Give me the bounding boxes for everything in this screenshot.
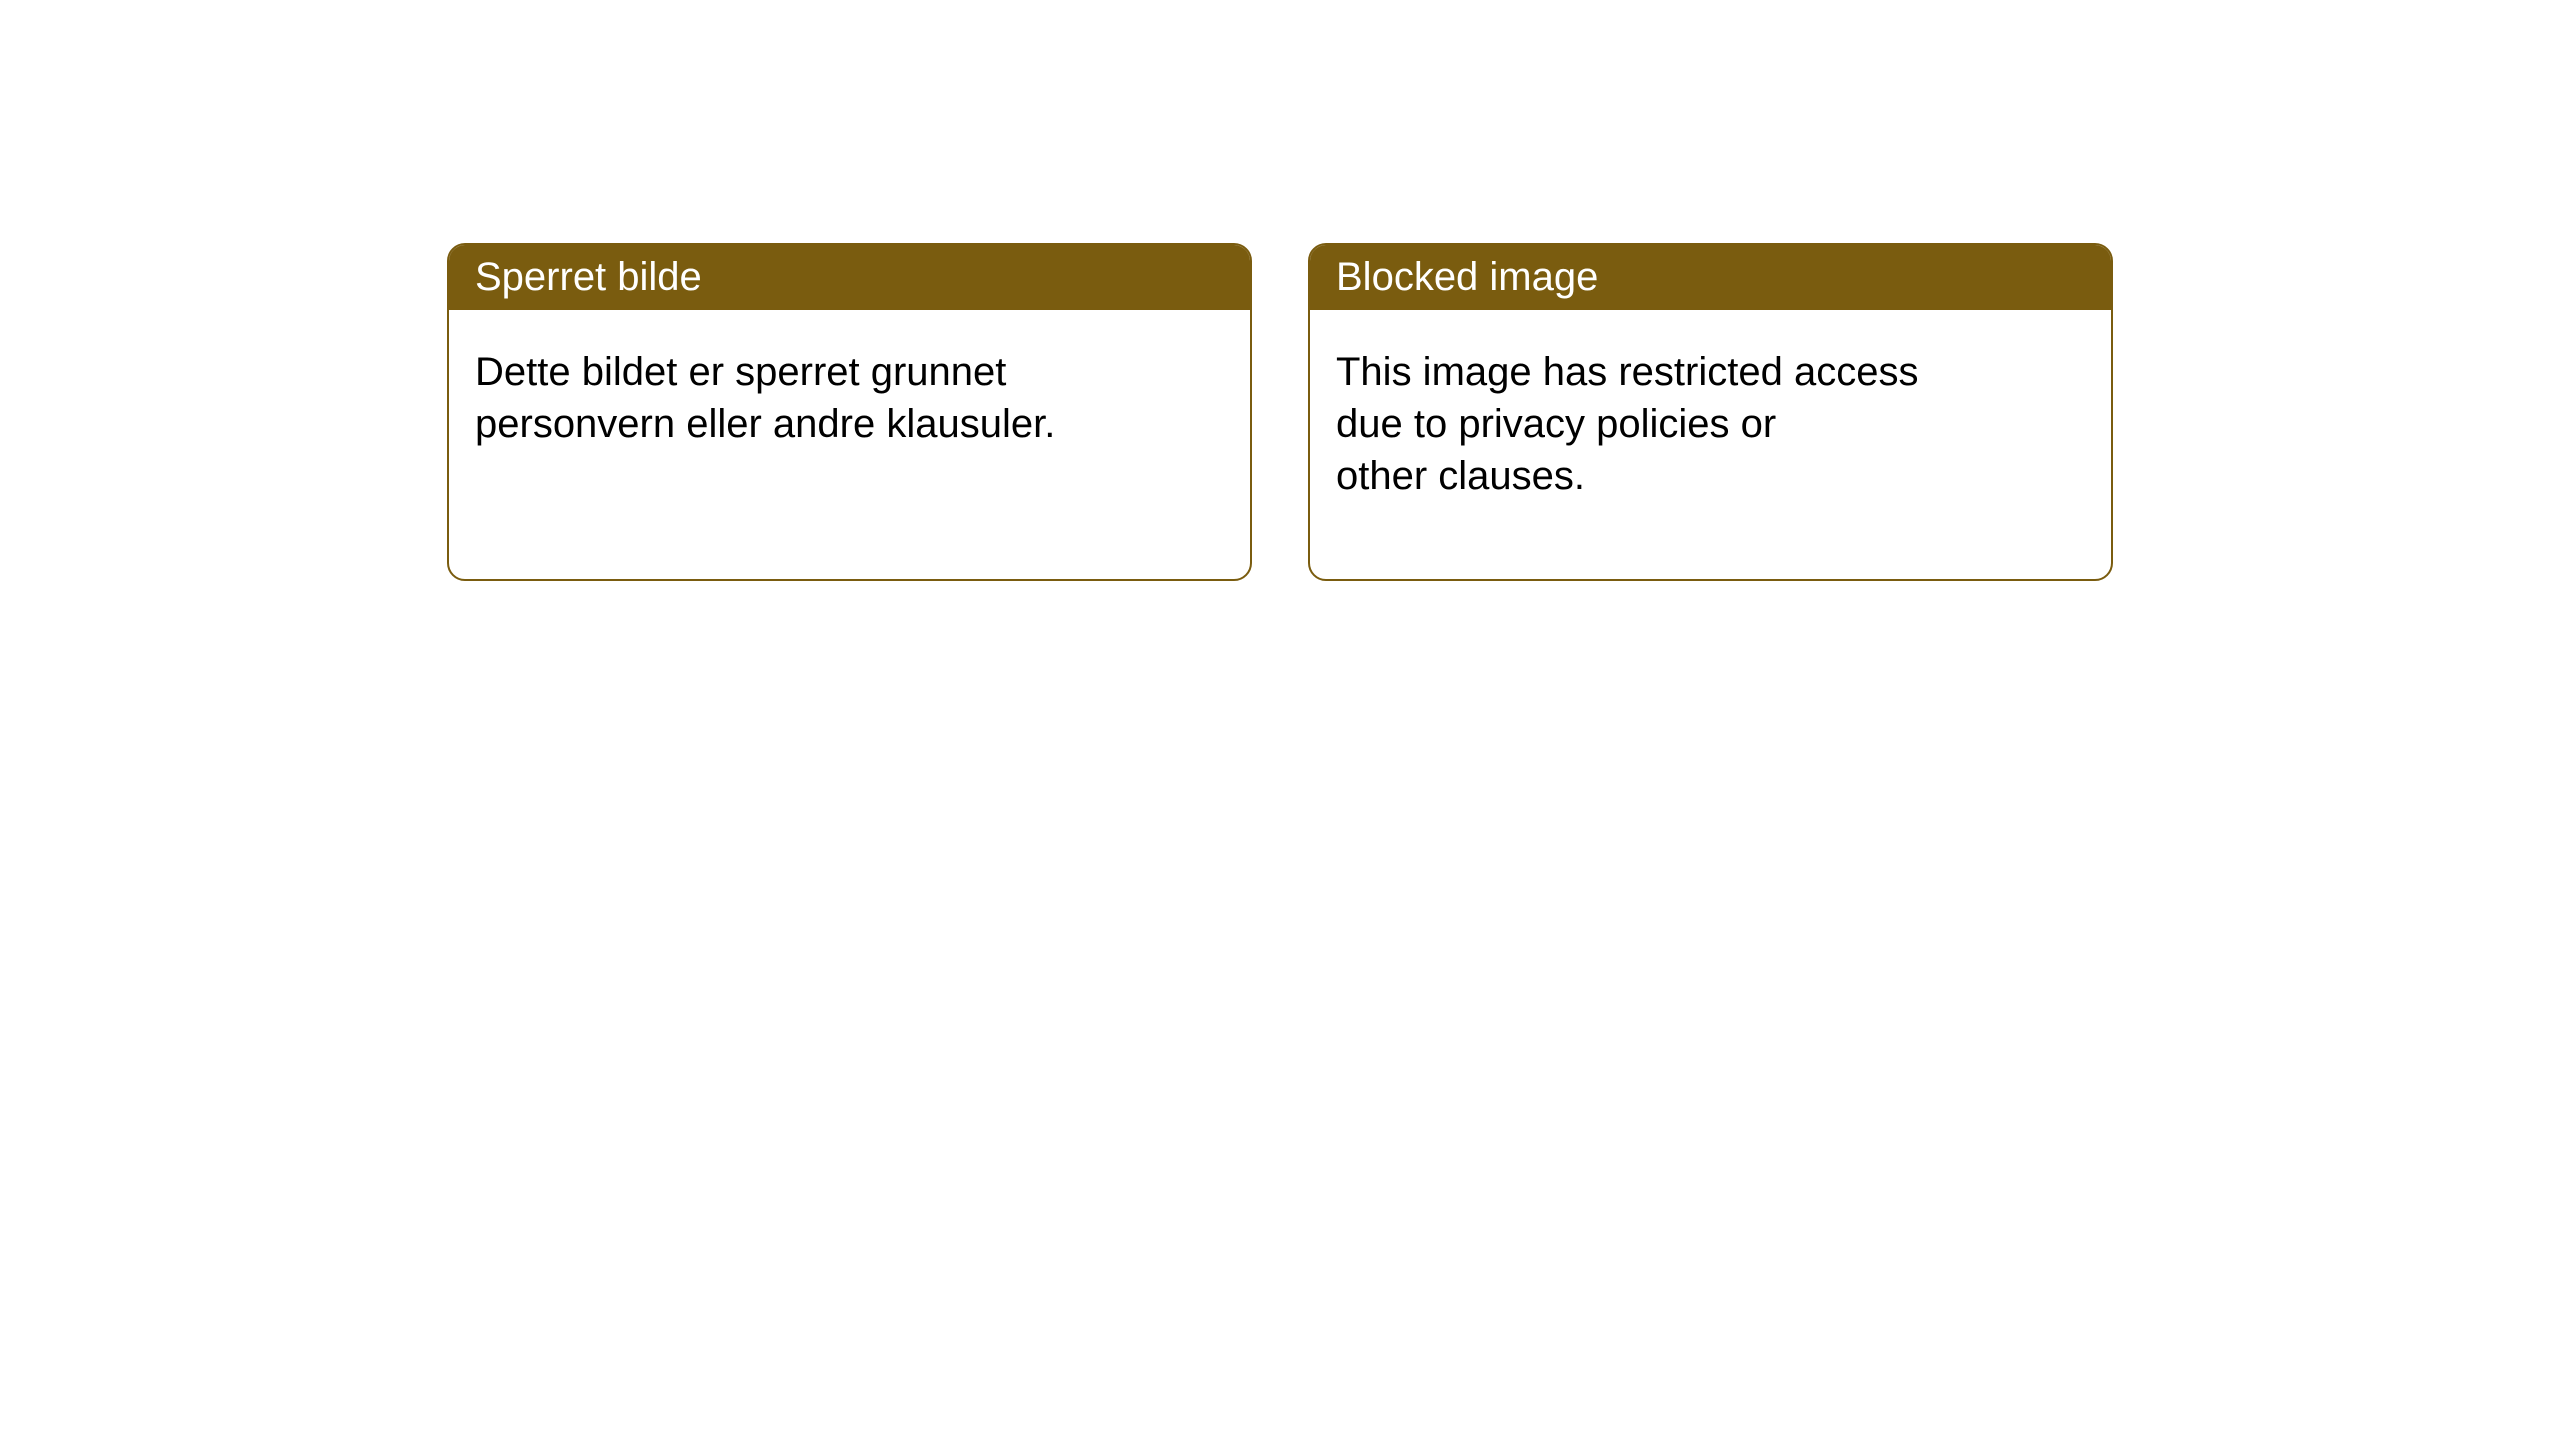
notice-card-english: Blocked image This image has restricted …: [1308, 243, 2113, 581]
notice-header-english: Blocked image: [1310, 245, 2111, 310]
notice-container: Sperret bilde Dette bildet er sperret gr…: [0, 0, 2560, 581]
notice-card-norwegian: Sperret bilde Dette bildet er sperret gr…: [447, 243, 1252, 581]
notice-body-norwegian: Dette bildet er sperret grunnet personve…: [449, 310, 1250, 486]
notice-body-english: This image has restricted access due to …: [1310, 310, 2111, 538]
notice-header-norwegian: Sperret bilde: [449, 245, 1250, 310]
